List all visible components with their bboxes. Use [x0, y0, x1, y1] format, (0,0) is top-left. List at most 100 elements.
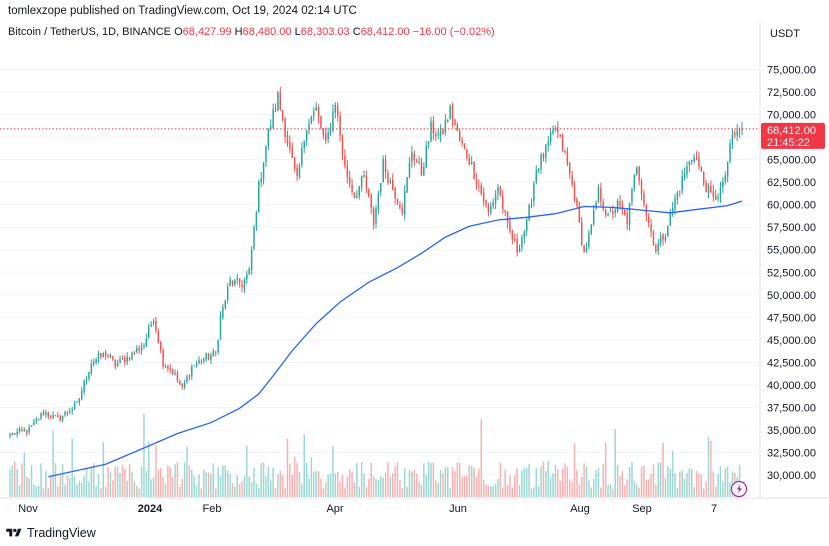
candle-body	[193, 365, 195, 367]
volume-bar	[671, 450, 674, 497]
volume-bar	[205, 472, 207, 497]
volume-bar	[64, 484, 66, 497]
price-tick-label: 52,500.00	[767, 267, 816, 279]
volume-bar	[714, 486, 717, 497]
volume-bar	[712, 471, 715, 497]
volume-bar	[301, 483, 303, 497]
candle-body	[652, 231, 655, 246]
symbol-label[interactable]: Bitcoin / TetherUS, 1D, BINANCE	[8, 26, 172, 38]
candle-body	[535, 170, 538, 183]
candle-body	[205, 353, 207, 360]
volume-bar	[392, 473, 394, 497]
candle-body	[140, 347, 143, 351]
candle-body	[40, 412, 42, 419]
volume-bar	[528, 463, 530, 497]
footer: TradingView	[6, 526, 96, 540]
candle-body	[734, 133, 736, 136]
volume-bar	[289, 463, 291, 497]
volume-bar	[203, 469, 205, 497]
volume-bar	[138, 488, 140, 497]
chart[interactable]: USDT 75,000.0072,500.0070,000.0067,500.0…	[0, 20, 829, 525]
candle-body	[305, 130, 308, 141]
candle-body	[128, 357, 131, 360]
volume-bar	[200, 488, 203, 497]
volume-bar	[148, 441, 150, 497]
volume-bar	[265, 476, 267, 497]
volume-bar	[291, 474, 294, 497]
volume-bar	[396, 461, 399, 497]
candle-body	[530, 202, 533, 204]
volume-bar	[389, 476, 392, 497]
volume-bar	[449, 487, 451, 497]
change-value: −16.00 (−0.02%)	[412, 26, 495, 38]
volume-bar	[183, 462, 186, 497]
candle-body	[657, 243, 660, 251]
volume-bar	[659, 462, 662, 497]
candle-body	[195, 363, 198, 367]
volume-bar	[667, 466, 669, 497]
high-value: 68,480.00	[242, 26, 292, 38]
price-tick-label: 47,500.00	[767, 312, 816, 324]
candle-body	[95, 359, 97, 364]
candle-body	[640, 181, 643, 194]
volume-bar	[695, 471, 698, 497]
volume-bar	[313, 471, 315, 497]
candle-body	[437, 133, 439, 136]
time-tick-label: Aug	[570, 503, 590, 515]
volume-bar	[88, 481, 90, 497]
candle-body	[695, 157, 698, 159]
volume-bar	[406, 486, 408, 497]
volume-bar	[403, 468, 406, 497]
candle-body	[494, 194, 497, 203]
candle-body	[289, 142, 291, 150]
volume-bar	[645, 479, 648, 497]
candle-body	[317, 107, 320, 117]
candle-body	[592, 209, 595, 224]
candle-body	[71, 409, 73, 412]
candle-body	[341, 137, 344, 155]
volume-bar	[655, 484, 657, 497]
volume-bar	[415, 473, 418, 497]
time-axis[interactable]: Nov 2024 Feb Apr Jun Aug Sep 7	[18, 503, 717, 515]
candle-body	[336, 105, 339, 116]
candle-body	[607, 213, 609, 216]
volume-bar	[585, 466, 588, 497]
candle-body	[504, 210, 506, 213]
volume-bar	[262, 462, 265, 497]
volume-bar	[628, 467, 631, 497]
candle-body	[389, 181, 392, 183]
volume-bar	[329, 473, 332, 497]
volume-bar	[399, 480, 401, 497]
candle-body	[542, 153, 545, 158]
candle-body	[52, 414, 54, 419]
candle-body	[157, 330, 160, 344]
candle-body	[200, 360, 203, 362]
candle-body	[339, 115, 341, 136]
candle-body	[167, 365, 169, 369]
candle-body	[81, 391, 83, 399]
candle-body	[650, 224, 652, 232]
volume-bar	[37, 486, 40, 497]
volume-bar	[619, 475, 621, 497]
time-tick-label: Jun	[449, 503, 467, 515]
candle-body	[566, 151, 569, 164]
low-value: 68,303.03	[300, 26, 350, 38]
price-tick-label: 65,000.00	[767, 155, 816, 167]
volume-bar	[236, 475, 238, 497]
candle-body	[262, 162, 265, 180]
price-axis[interactable]: 75,000.0072,500.0070,000.0067,500.0065,0…	[767, 65, 816, 482]
candle-body	[16, 431, 18, 435]
volume-bar	[9, 468, 11, 497]
flash-icon[interactable]	[730, 480, 748, 498]
volume-bar	[334, 473, 337, 497]
volume-bar	[344, 488, 346, 497]
volume-bar	[612, 488, 614, 497]
volume-bar	[580, 476, 583, 497]
candle-body	[272, 109, 274, 128]
candle-body	[631, 188, 633, 203]
volume-bar	[710, 440, 712, 497]
volume-bar	[478, 468, 480, 497]
volume-bar	[124, 468, 126, 497]
volume-bar	[317, 471, 320, 497]
candle-body	[614, 210, 616, 213]
